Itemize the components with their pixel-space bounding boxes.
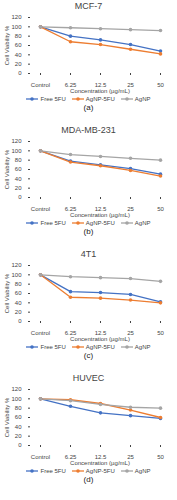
svg-text:12.5: 12.5 — [94, 205, 107, 212]
html-text:Free 5FU: Free 5FU — [40, 344, 66, 350]
svg-text:120: 120 — [11, 386, 22, 392]
svg-text:12.5: 12.5 — [94, 81, 107, 88]
html-text:AgNP: AgNP — [134, 468, 151, 474]
html-text:AgNP: AgNP — [134, 96, 151, 102]
svg-text:50: 50 — [157, 330, 164, 336]
svg-text:100: 100 — [11, 396, 22, 402]
html-text:AgNP-5FU: AgNP-5FU — [85, 344, 115, 350]
svg-text:60: 60 — [15, 166, 22, 172]
svg-text:80: 80 — [15, 405, 22, 411]
svg-text:60: 60 — [15, 42, 22, 48]
html-text:(b): (b) — [83, 227, 94, 236]
svg-text:120: 120 — [11, 138, 22, 144]
svg-text:80: 80 — [15, 157, 22, 163]
svg-text:Concentration (µg/mL): Concentration (µg/mL) — [70, 336, 130, 342]
html-text:MDA-MB-231: MDA-MB-231 — [61, 125, 116, 135]
svg-text:0: 0 — [18, 442, 22, 448]
html-text:AgNP: AgNP — [134, 344, 151, 350]
svg-text:40: 40 — [15, 176, 22, 182]
html-text:MCF-7: MCF-7 — [74, 1, 103, 11]
svg-text:0: 0 — [18, 318, 22, 324]
svg-text:Cell Viability %: Cell Viability % — [4, 273, 10, 313]
svg-text:6.25: 6.25 — [64, 81, 77, 88]
svg-text:Concentration (µg/mL): Concentration (µg/mL) — [70, 460, 130, 466]
svg-text:50: 50 — [157, 454, 164, 460]
svg-text:60: 60 — [15, 414, 22, 420]
html-text:AgNP-5FU: AgNP-5FU — [85, 468, 115, 474]
svg-text:25: 25 — [127, 329, 134, 336]
html-text:Free 5FU: Free 5FU — [40, 468, 66, 474]
svg-text:80: 80 — [15, 33, 22, 39]
svg-text:6.25: 6.25 — [64, 453, 77, 460]
svg-text:6.25: 6.25 — [64, 329, 77, 336]
svg-text:25: 25 — [127, 453, 134, 460]
html-text:Free 5FU: Free 5FU — [40, 220, 66, 226]
svg-text:120: 120 — [11, 262, 22, 268]
svg-text:40: 40 — [15, 424, 22, 430]
html-text:AgNP-5FU: AgNP-5FU — [85, 220, 115, 226]
svg-text:Concentration (µg/mL): Concentration (µg/mL) — [70, 212, 130, 218]
svg-text:120: 120 — [11, 14, 22, 20]
svg-text:60: 60 — [15, 290, 22, 296]
html-text:4T1: 4T1 — [80, 249, 97, 259]
svg-text:Cell Viability %: Cell Viability % — [4, 25, 10, 65]
svg-text:25: 25 — [127, 205, 134, 212]
html-text:(d): (d) — [83, 475, 94, 484]
svg-text:50: 50 — [157, 206, 164, 212]
svg-text:20: 20 — [15, 309, 22, 315]
html-text:(a): (a) — [83, 103, 94, 112]
html-text:HUVEC: HUVEC — [72, 373, 105, 383]
svg-text:50: 50 — [157, 82, 164, 88]
svg-text:25: 25 — [127, 81, 134, 88]
svg-text:Control: Control — [31, 454, 50, 460]
html-text:AgNP: AgNP — [134, 220, 151, 226]
svg-text:20: 20 — [15, 61, 22, 67]
svg-text:6.25: 6.25 — [64, 205, 77, 212]
svg-text:100: 100 — [11, 148, 22, 154]
svg-text:20: 20 — [15, 433, 22, 439]
svg-text:100: 100 — [11, 24, 22, 30]
svg-text:Control: Control — [31, 82, 50, 88]
svg-text:0: 0 — [18, 70, 22, 76]
svg-text:12.5: 12.5 — [94, 329, 107, 336]
svg-text:12.5: 12.5 — [94, 453, 107, 460]
svg-text:40: 40 — [15, 300, 22, 306]
html-text:(c): (c) — [83, 351, 94, 360]
svg-text:0: 0 — [18, 194, 22, 200]
html-text:AgNP-5FU: AgNP-5FU — [85, 96, 115, 102]
svg-text:Cell Viability %: Cell Viability % — [4, 149, 10, 189]
html-text:Free 5FU: Free 5FU — [40, 96, 66, 102]
svg-text:Cell Viability %: Cell Viability % — [4, 397, 10, 437]
svg-text:Control: Control — [31, 206, 50, 212]
svg-text:20: 20 — [15, 185, 22, 191]
svg-text:100: 100 — [11, 272, 22, 278]
svg-text:Concentration (µg/mL): Concentration (µg/mL) — [70, 88, 130, 94]
svg-text:40: 40 — [15, 52, 22, 58]
svg-text:80: 80 — [15, 281, 22, 287]
svg-text:Control: Control — [31, 330, 50, 336]
